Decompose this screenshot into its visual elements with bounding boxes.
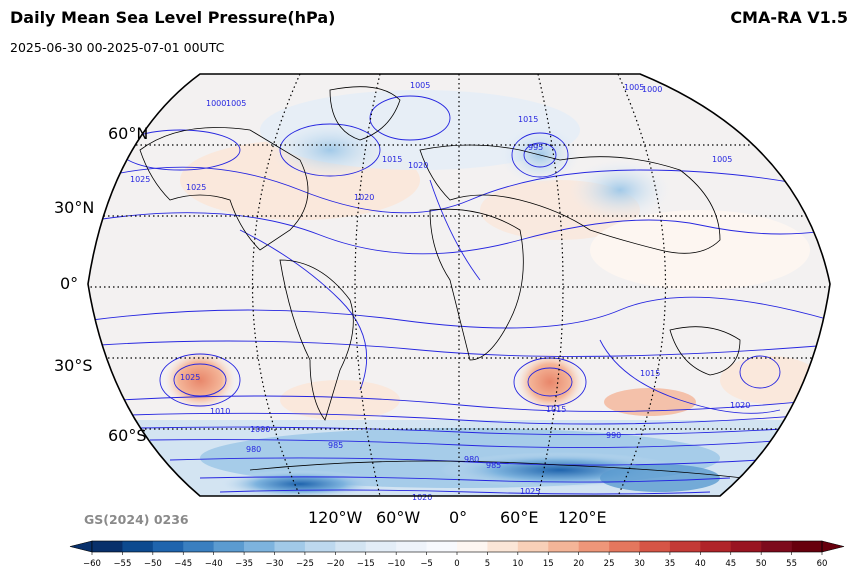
contour-label: 1015 <box>518 115 538 124</box>
colorbar-tick-label: 30 <box>634 559 645 569</box>
time-period: 2025-06-30 00-2025-07-01 00UTC <box>10 40 225 55</box>
colorbar-tick-label: 40 <box>695 559 706 569</box>
lon-label-120e: 120°E <box>558 508 607 527</box>
colorbar-cell <box>274 541 306 552</box>
colorbar-tick-label: 25 <box>604 559 615 569</box>
colorbar-tick-label: 15 <box>543 559 554 569</box>
colorbar-cell <box>365 541 397 552</box>
lon-label-0: 0° <box>449 508 468 527</box>
contour-label: 1000 <box>250 425 270 434</box>
contour-label: 1025 <box>180 373 200 382</box>
contour-label: 1025 <box>130 175 150 184</box>
map-title: Daily Mean Sea Level Pressure(hPa) <box>10 8 336 27</box>
model-name: CMA-RA V1.5 <box>730 8 848 27</box>
lat-label-60n: 60°N <box>108 124 149 143</box>
contour-label: 1020 <box>412 493 432 502</box>
colorbar-tick-label: −60 <box>83 559 101 569</box>
lon-label-120w: 120°W <box>308 508 363 527</box>
colorbar-tick-label: −25 <box>296 559 314 569</box>
colorbar-cell <box>213 541 245 552</box>
contour-label: 1005 <box>226 99 246 108</box>
contour-label: 1025 <box>520 487 540 496</box>
contour-label: 990 <box>606 431 621 440</box>
colorbar-cell <box>517 541 549 552</box>
lat-label-60s: 60°S <box>108 426 147 445</box>
colorbar-cell <box>487 541 519 552</box>
colorbar-tick-label: −10 <box>387 559 405 569</box>
colorbar-cell <box>609 541 640 552</box>
colorbar-cell <box>92 541 123 552</box>
colorbar-tick-label: 0 <box>454 559 459 569</box>
contour-label: 995 <box>528 143 543 152</box>
colorbar-cell <box>304 541 336 552</box>
contour-label: 1015 <box>382 155 402 164</box>
colorbar-cell <box>548 541 579 552</box>
map-approval-number: GS(2024) 0236 <box>84 512 189 527</box>
colorbar-cell <box>396 541 427 552</box>
contour-label: 1020 <box>408 161 428 170</box>
contour-label: 1020 <box>354 193 374 202</box>
contour-label: 1000 <box>642 85 662 94</box>
contour-label: 985 <box>328 441 343 450</box>
colorbar-cell <box>761 541 792 552</box>
colorbar-tick-label: −20 <box>326 559 344 569</box>
contour-label: 1020 <box>730 401 750 410</box>
contour-label: 1005 <box>712 155 732 164</box>
colorbar-cell <box>578 541 610 552</box>
contour-label: 985 <box>486 461 501 470</box>
colorbar-tick-label: 50 <box>756 559 767 569</box>
colorbar-tick-label: 45 <box>725 559 736 569</box>
colorbar-cell <box>639 541 671 552</box>
contour-label: 1005 <box>624 83 644 92</box>
colorbar-tick-label: −40 <box>205 559 223 569</box>
colorbar-min-extend <box>69 540 93 553</box>
colorbar-tick-label: 35 <box>665 559 676 569</box>
colorbar-tick-label: −5 <box>420 559 433 569</box>
colorbar-tick-label: 60 <box>817 559 828 569</box>
colorbar-cell <box>183 541 214 552</box>
contour-label: 1005 <box>410 81 430 90</box>
colorbar-cell <box>335 541 367 552</box>
colorbar-max-extend <box>821 540 845 553</box>
lat-label-30n: 30°N <box>54 198 95 217</box>
colorbar-tick-label: 55 <box>786 559 797 569</box>
lat-label-30s: 30°S <box>54 356 93 375</box>
colorbar-cell <box>457 541 488 552</box>
colorbar-tick-label: 10 <box>512 559 523 569</box>
contour-label: 980 <box>246 445 261 454</box>
lon-label-60e: 60°E <box>500 508 539 527</box>
colorbar-cell <box>700 541 732 552</box>
contour-label: 1015 <box>546 405 566 414</box>
lat-label-eq: 0° <box>60 274 79 293</box>
colorbar-tick-label: −55 <box>113 559 131 569</box>
colorbar-cell <box>669 541 701 552</box>
colorbar-tick-label: 5 <box>485 559 490 569</box>
colorbar-cell <box>122 541 154 552</box>
colorbar-cell <box>730 541 762 552</box>
colorbar-cell <box>152 541 184 552</box>
colorbar-cell <box>244 541 275 552</box>
colorbar-tick-label: 20 <box>573 559 584 569</box>
pressure-map: 1000 1005 1005 1015 1020 1015 995 1025 1… <box>87 73 831 502</box>
contour-label: 1025 <box>186 183 206 192</box>
colorbar-cell <box>426 541 458 552</box>
contour-label: 1015 <box>640 369 660 378</box>
colorbar-cell <box>791 541 823 552</box>
colorbar-tick-label: −35 <box>235 559 253 569</box>
colorbar-tick-label: −45 <box>174 559 192 569</box>
colorbar-tick-label: −15 <box>357 559 375 569</box>
contour-label: 1000 <box>206 99 226 108</box>
colorbar-tick-label: −50 <box>144 559 162 569</box>
lon-label-60w: 60°W <box>376 508 421 527</box>
contour-label: 980 <box>464 455 479 464</box>
colorbar-tick-label: −30 <box>266 559 284 569</box>
contour-label: 1010 <box>210 407 230 416</box>
